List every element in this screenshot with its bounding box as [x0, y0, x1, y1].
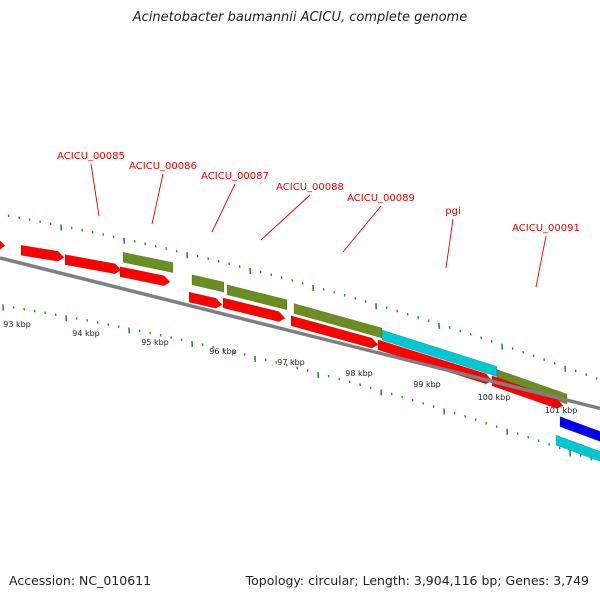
kbp-scale-label: 93 kbp [3, 320, 31, 329]
gene-label-connector [260, 194, 311, 241]
gene-label-connector [90, 163, 100, 217]
kbp-scale-label: 98 kbp [345, 369, 373, 378]
kbp-scale-label: 100 kbp [478, 393, 511, 402]
accession-text: Accession: NC_010611 [9, 573, 152, 588]
gene-label-connector [211, 183, 236, 233]
gene-label-connector [342, 205, 382, 253]
cds-arrow [188, 291, 223, 309]
gene-label: pgi [445, 206, 460, 217]
cds-arrow [64, 254, 122, 275]
gene-label: ACICU_00091 [512, 223, 580, 234]
gene-label-connector [151, 173, 164, 225]
cds-arrow [20, 244, 65, 262]
gene-labels: ACICU_00085 ACICU_00086 ACICU_00087 ACICU_0… [57, 151, 580, 234]
kbp-scale-label: 94 kbp [72, 329, 100, 338]
cds-arrow [222, 297, 286, 322]
gene-label: ACICU_00087 [201, 171, 269, 182]
cds-block [122, 251, 174, 273]
cds-block [226, 284, 288, 311]
cds-block [191, 274, 225, 293]
gene-label: ACICU_00085 [57, 151, 125, 162]
cds-arrow [119, 266, 171, 287]
kbp-scale-label: 95 kbp [141, 338, 169, 347]
inner-tick-track [2, 304, 592, 461]
gene-label-connector [445, 218, 454, 269]
cds-arrow [290, 315, 379, 349]
kbp-scale-label: 101 kbp [545, 406, 578, 415]
gene-label-connectors [90, 163, 547, 288]
feature-track [0, 240, 600, 462]
cds-arrow [0, 240, 6, 250]
topology-summary: Topology: circular; Length: 3,904,116 bp… [245, 573, 589, 588]
gene-label: ACICU_00086 [129, 161, 197, 172]
gene-label: ACICU_00088 [276, 182, 344, 193]
gene-label-connector [535, 235, 547, 288]
scale-labels: 93 kbp 94 kbp 95 kbp 96 kbp 97 kbp 98 kbp 99 k… [3, 320, 577, 415]
kbp-scale-label: 96 kbp [209, 347, 237, 356]
genome-backbone [0, 256, 600, 411]
gene-label: ACICU_00089 [347, 193, 415, 204]
cds-block [555, 434, 600, 462]
kbp-scale-label: 99 kbp [413, 380, 441, 389]
kbp-scale-label: 97 kbp [277, 358, 305, 367]
cds-block-blue [559, 416, 600, 442]
outer-tick-track [7, 214, 598, 380]
map-title: Acinetobacter baumannii ACICU, complete … [132, 10, 468, 25]
